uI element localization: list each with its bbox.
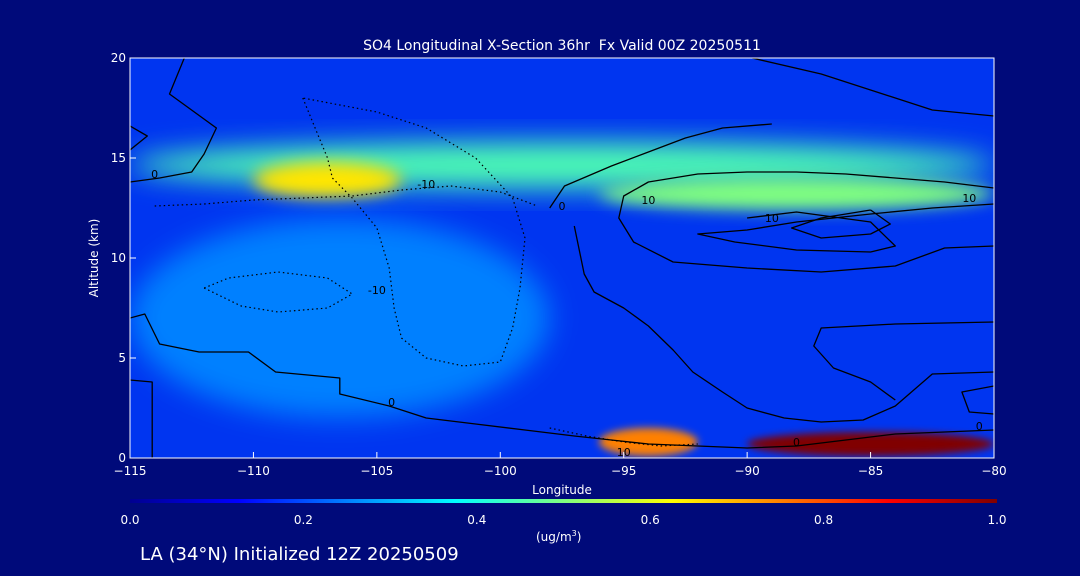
y-tick-label-1: 0 <box>118 451 126 465</box>
concentration-region-6 <box>130 218 550 418</box>
x-tick-label-2: −110 <box>237 464 270 478</box>
chart-title: SO4 Longitudinal X-Section 36hr Fx Valid… <box>363 38 761 54</box>
contour-line-1 <box>130 58 218 183</box>
colorbar-label-superscript: 3 <box>572 529 577 538</box>
colorbar-label-close: ) <box>577 530 582 544</box>
footer-prefix: LA (34 <box>140 544 198 565</box>
concentration-region-2 <box>253 162 402 198</box>
contour-lines <box>130 58 994 458</box>
footer-degree: ° <box>198 544 207 565</box>
contour-line-4 <box>130 379 153 458</box>
x-axis: −115 −110 −105 −100 −95 −90 −85 −80 <box>114 452 1007 478</box>
x-tick-label-4: −100 <box>484 464 517 478</box>
contour-label-2: -10 <box>417 178 435 191</box>
x-tick-label-8: −80 <box>981 464 1006 478</box>
contour-line-9 <box>697 203 994 253</box>
concentration-region-4 <box>599 428 698 456</box>
x-tick-label-5: −95 <box>611 464 636 478</box>
y-tick-label-4: 15 <box>111 151 126 165</box>
colorbar-ticks: 0.0 0.2 0.4 0.6 0.8 1.0 <box>120 513 1006 527</box>
colorbar: 0.0 0.2 0.4 0.6 0.8 1.0 (ug/m3) <box>120 499 1007 544</box>
y-tick-label-5: 20 <box>111 51 126 65</box>
concentration-region-5 <box>747 432 994 456</box>
contour-line-2 <box>130 125 148 151</box>
colorbar-tick-label-1: 0.0 <box>120 513 139 527</box>
x-tick-label-7: −85 <box>858 464 883 478</box>
contour-label-6: 10 <box>641 194 655 207</box>
colorbar-tick-label-6: 1.0 <box>987 513 1006 527</box>
colorbar-tick-label-4: 0.6 <box>641 513 660 527</box>
contour-label-5: 0 <box>559 200 566 213</box>
colorbar-tick-label-3: 0.4 <box>467 513 486 527</box>
contour-label-3: -10 <box>368 284 386 297</box>
concentration-shading <box>130 142 994 456</box>
x-tick-label-3: −105 <box>360 464 393 478</box>
colorbar-label-text: (ug/m <box>536 530 572 544</box>
colorbar-bar <box>130 499 997 503</box>
colorbar-label: (ug/m3) <box>536 529 581 544</box>
x-axis-label: Longitude <box>532 483 592 497</box>
footer-caption: LA (34°N) Initialized 12Z 20250509 <box>140 544 459 565</box>
colorbar-tick-label-2: 0.2 <box>294 513 313 527</box>
contour-label-11: 0 <box>976 420 983 433</box>
contour-label-8: 10 <box>962 192 976 205</box>
contour-label-10: 0 <box>793 436 800 449</box>
contour-line-8 <box>618 171 994 273</box>
contour-line-5 <box>961 385 994 415</box>
y-axis: 0 5 10 15 20 <box>111 51 136 465</box>
contour-line-14 <box>302 97 526 367</box>
y-tick-label-2: 5 <box>118 351 126 365</box>
colorbar-tick-label-5: 0.8 <box>814 513 833 527</box>
contour-line-11 <box>751 58 994 117</box>
contour-line-10 <box>790 209 891 239</box>
footer-suffix: N) Initialized 12Z 20250509 <box>207 544 458 565</box>
contour-line-3 <box>130 313 994 449</box>
y-tick-label-3: 10 <box>111 251 126 265</box>
contour-label-1: 0 <box>151 168 158 181</box>
contour-line-7 <box>573 225 994 423</box>
contour-label-7: 10 <box>765 212 779 225</box>
contour-label-4: 0 <box>388 396 395 409</box>
contour-line-12 <box>813 321 994 401</box>
contour-line-6 <box>549 123 772 209</box>
x-tick-label-6: −90 <box>734 464 759 478</box>
y-axis-label: Altitude (km) <box>87 219 101 298</box>
x-tick-label-1: −115 <box>114 464 147 478</box>
concentration-region-3 <box>599 178 994 210</box>
